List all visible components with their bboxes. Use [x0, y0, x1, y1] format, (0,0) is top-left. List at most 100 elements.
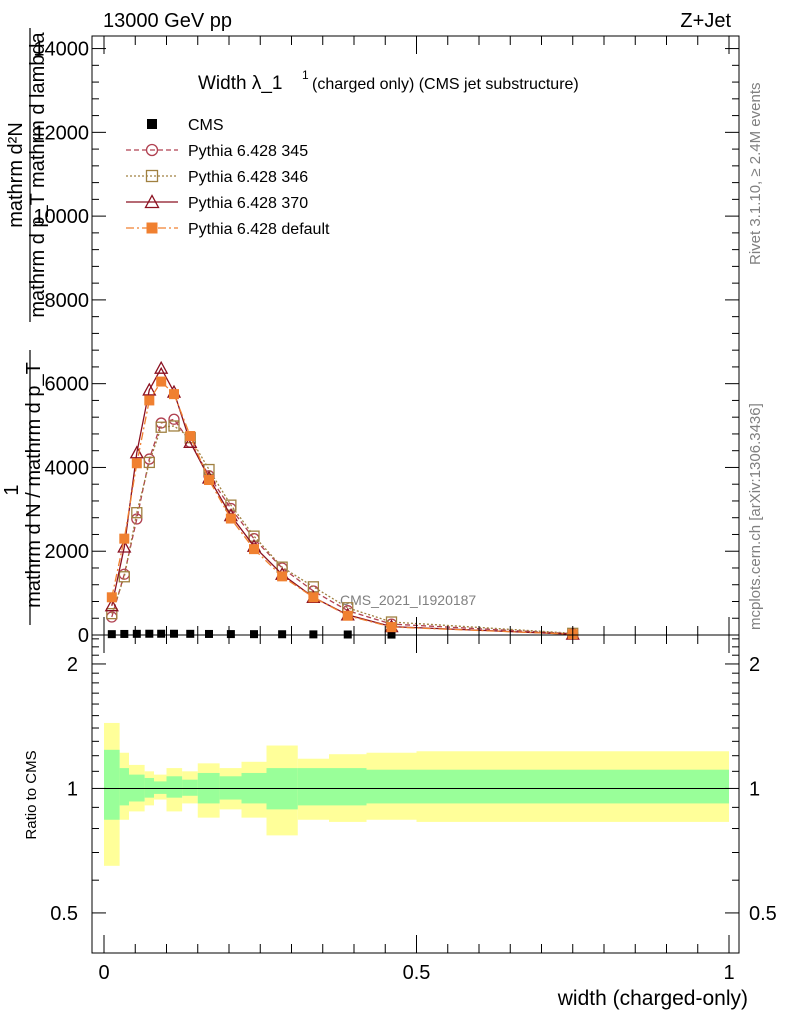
analysis-watermark: CMS_2021_I1920187 — [340, 592, 476, 608]
data-point — [155, 421, 167, 433]
legend-marker — [144, 194, 160, 209]
ratio-ytick-label-right: 2 — [749, 654, 760, 676]
data-point — [143, 456, 155, 469]
data-point — [343, 630, 352, 639]
data-point — [250, 630, 258, 639]
legend-item: Pythia 6.428 346 — [126, 169, 308, 186]
legend-marker — [147, 119, 157, 129]
ratio-ytick-label-right: 1 — [749, 778, 760, 800]
mcplots-label: mcplots.cern.ch [arXiv:1306.3436] — [747, 403, 764, 630]
x-axis-ticks: 0 0.5 1 — [98, 36, 735, 984]
legend-marker — [145, 169, 159, 183]
legend-item: Pythia 6.428 370 — [126, 194, 308, 212]
data-point — [157, 629, 166, 638]
main-y-ticks: 0 2000 4000 6000 8000 10000 12000 14000 — [33, 39, 739, 647]
data-point — [309, 630, 318, 639]
ratio-ytick-label: 1 — [67, 778, 78, 800]
main-title: Width λ_1 1 (charged only) (CMS jet subs… — [198, 68, 579, 94]
x-tick-label: 0 — [98, 962, 109, 984]
data-point — [131, 458, 142, 469]
data-point — [154, 360, 169, 374]
main-ytick-label: 4000 — [45, 457, 90, 479]
x-tick-label: 1 — [723, 962, 734, 984]
data-point — [131, 513, 143, 525]
legend-label: CMS — [188, 117, 224, 134]
ratio-bands — [104, 722, 729, 866]
title-rest: (charged only) (CMS jet substructure) — [312, 76, 579, 93]
main-ytick-label: 12000 — [33, 122, 89, 144]
ratio-ytick-label-right: 0.5 — [749, 903, 777, 925]
data-point — [156, 376, 167, 387]
main-ytick-label: 6000 — [45, 374, 90, 396]
ratio-ylabel: Ratio to CMS — [23, 750, 40, 839]
data-point — [249, 544, 259, 555]
ratio-plot-frame — [91, 634, 740, 954]
data-point — [131, 507, 143, 519]
title-main: Width λ_1 — [198, 73, 282, 94]
data-point — [118, 571, 130, 583]
data-point — [204, 475, 214, 486]
data-point — [129, 445, 144, 459]
legend-item: Pythia 6.428 345 — [126, 143, 308, 160]
data-point — [106, 607, 118, 620]
ratio-y-ticks: 0.5 0.5 1 1 2 2 — [50, 638, 777, 925]
data-point — [386, 622, 397, 633]
ratio-ytick-label: 2 — [67, 654, 78, 676]
data-point — [278, 630, 287, 639]
data-point — [277, 571, 288, 582]
green-band — [329, 768, 367, 806]
ylabel-one: 1 — [1, 484, 23, 495]
data-point — [168, 420, 180, 432]
series-pythia-6-428-346 — [106, 420, 579, 639]
legend-label: Pythia 6.428 default — [188, 221, 330, 238]
green-band — [297, 768, 329, 806]
green-band — [104, 749, 120, 820]
legend-marker — [146, 222, 158, 234]
data-point — [168, 413, 180, 425]
green-band — [182, 779, 198, 796]
main-ytick-label: 14000 — [33, 39, 89, 61]
data-point — [226, 630, 235, 639]
data-point — [169, 389, 179, 400]
data-point — [142, 382, 157, 396]
rivet-label: Rivet 3.1.10, ≥ 2.4M events — [747, 83, 764, 266]
series-line — [111, 380, 573, 635]
data-point — [205, 629, 213, 638]
series-line — [111, 425, 573, 634]
legend: CMS Pythia 6.428 345 Pythia 6.428 346 Pythi… — [126, 117, 330, 238]
green-band — [166, 776, 183, 798]
ylabel-top: mathrm d²N — [5, 122, 27, 228]
data-point — [170, 629, 178, 638]
legend-item: Pythia 6.428 default — [126, 221, 330, 238]
ratio-ytick-label: 0.5 — [50, 903, 78, 925]
data-point — [225, 513, 236, 524]
ylabel-top-den: mathrm d p_T mathrm d lambda — [27, 31, 49, 317]
header-right: Z+Jet — [680, 10, 731, 32]
green-band — [366, 769, 417, 804]
data-point — [186, 629, 195, 638]
main-ytick-label: 10000 — [33, 206, 89, 228]
main-ytick-label: 8000 — [45, 290, 90, 312]
data-point — [132, 629, 141, 638]
legend-item: CMS — [147, 117, 224, 134]
data-point — [119, 533, 130, 544]
green-band — [119, 768, 129, 806]
green-band — [416, 769, 729, 804]
legend-label: Pythia 6.428 345 — [188, 143, 308, 160]
data-point — [104, 598, 119, 612]
data-point — [120, 629, 129, 638]
legend-marker — [145, 143, 159, 157]
green-band — [219, 776, 242, 800]
green-band — [154, 781, 167, 794]
data-point — [107, 630, 116, 639]
x-tick-label: 0.5 — [403, 962, 431, 984]
data-point — [117, 539, 132, 553]
data-point — [308, 592, 319, 603]
legend-label: Pythia 6.428 370 — [188, 195, 308, 212]
main-ytick-label: 0 — [78, 625, 89, 647]
green-band — [144, 777, 154, 798]
main-ytick-label: 2000 — [45, 541, 90, 563]
header-left: 13000 GeV pp — [103, 10, 232, 32]
title-sup: 1 — [302, 68, 309, 82]
